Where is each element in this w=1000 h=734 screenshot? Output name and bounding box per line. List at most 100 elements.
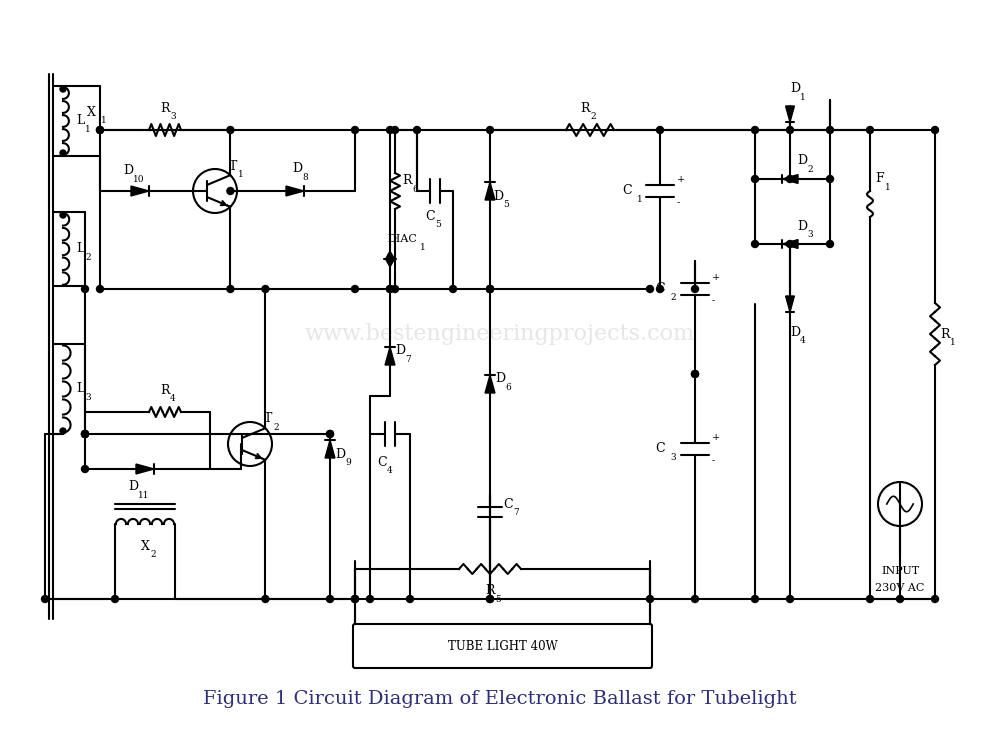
Text: T: T: [264, 413, 272, 426]
Text: D: D: [495, 372, 505, 385]
Circle shape: [752, 175, 759, 183]
Text: D: D: [790, 82, 800, 95]
Text: 9: 9: [345, 458, 351, 467]
Text: DIAC: DIAC: [387, 234, 417, 244]
Circle shape: [486, 286, 494, 293]
Text: 2: 2: [590, 112, 596, 121]
Text: D: D: [292, 162, 302, 175]
Circle shape: [752, 126, 759, 134]
Text: C: C: [622, 184, 632, 197]
Text: F: F: [876, 172, 884, 186]
Circle shape: [386, 286, 394, 293]
Text: +: +: [712, 272, 720, 282]
Circle shape: [82, 431, 88, 437]
Circle shape: [692, 595, 698, 603]
Circle shape: [486, 126, 494, 134]
Circle shape: [96, 126, 104, 134]
Text: C: C: [377, 456, 387, 468]
Text: D: D: [123, 164, 133, 178]
Circle shape: [262, 595, 269, 603]
Text: R: R: [940, 327, 950, 341]
Polygon shape: [485, 375, 495, 393]
Circle shape: [826, 126, 834, 134]
Text: C: C: [655, 283, 665, 296]
Circle shape: [227, 126, 234, 134]
Circle shape: [352, 595, 358, 603]
Text: 5: 5: [503, 200, 509, 209]
Text: -: -: [677, 198, 680, 208]
Text: R: R: [580, 101, 590, 115]
Polygon shape: [325, 440, 335, 458]
Text: 230V AC: 230V AC: [875, 583, 925, 593]
Text: Figure 1 Circuit Diagram of Electronic Ballast for Tubelight: Figure 1 Circuit Diagram of Electronic B…: [203, 690, 797, 708]
Text: 3: 3: [670, 453, 676, 462]
Text: D: D: [335, 448, 345, 460]
Circle shape: [826, 175, 834, 183]
Text: 3: 3: [807, 230, 813, 239]
Circle shape: [386, 286, 394, 293]
Circle shape: [82, 465, 88, 473]
Circle shape: [692, 371, 698, 377]
Text: 4: 4: [170, 394, 176, 403]
Circle shape: [352, 126, 358, 134]
Text: TUBE LIGHT 40W: TUBE LIGHT 40W: [448, 639, 557, 653]
Circle shape: [646, 286, 654, 293]
Circle shape: [60, 428, 66, 434]
Polygon shape: [386, 259, 394, 267]
Text: X: X: [87, 106, 96, 118]
Text: D: D: [128, 481, 138, 493]
Text: 1: 1: [101, 116, 107, 125]
Circle shape: [96, 126, 104, 134]
Circle shape: [82, 286, 88, 293]
Circle shape: [96, 286, 104, 293]
Circle shape: [486, 286, 494, 293]
Text: R: R: [485, 584, 495, 597]
Polygon shape: [386, 251, 394, 259]
Circle shape: [352, 595, 358, 603]
Circle shape: [392, 126, 398, 134]
Circle shape: [646, 595, 654, 603]
Text: L: L: [76, 115, 84, 128]
Circle shape: [60, 86, 66, 92]
Text: 2: 2: [807, 165, 813, 174]
Polygon shape: [782, 175, 798, 184]
Text: 4: 4: [387, 466, 393, 475]
Text: 2: 2: [150, 550, 156, 559]
Polygon shape: [286, 186, 304, 196]
Text: INPUT: INPUT: [881, 566, 919, 576]
Circle shape: [656, 126, 664, 134]
Text: 1: 1: [800, 93, 806, 102]
Text: -: -: [712, 297, 715, 305]
Text: 1: 1: [420, 243, 426, 252]
Text: 6: 6: [412, 185, 418, 194]
Circle shape: [866, 126, 874, 134]
Circle shape: [826, 241, 834, 247]
Circle shape: [386, 126, 394, 134]
Text: D: D: [797, 219, 807, 233]
Circle shape: [932, 126, 938, 134]
Text: +: +: [712, 432, 720, 441]
Circle shape: [262, 286, 269, 293]
Circle shape: [866, 595, 874, 603]
Text: T: T: [229, 159, 237, 172]
Polygon shape: [786, 296, 794, 312]
Circle shape: [406, 595, 414, 603]
Circle shape: [112, 595, 119, 603]
Text: 10: 10: [133, 175, 144, 184]
Text: 5: 5: [435, 220, 441, 229]
Polygon shape: [782, 239, 798, 248]
Circle shape: [414, 126, 420, 134]
Text: 1: 1: [885, 183, 891, 192]
Text: L: L: [76, 242, 84, 255]
Text: 5: 5: [495, 595, 501, 604]
Polygon shape: [485, 182, 495, 200]
Circle shape: [326, 595, 334, 603]
Text: D: D: [395, 344, 405, 357]
Circle shape: [326, 431, 334, 437]
Polygon shape: [385, 347, 395, 365]
Text: 3: 3: [85, 393, 91, 402]
Circle shape: [392, 286, 398, 293]
Polygon shape: [136, 464, 154, 474]
Circle shape: [366, 595, 374, 603]
Circle shape: [786, 126, 794, 134]
